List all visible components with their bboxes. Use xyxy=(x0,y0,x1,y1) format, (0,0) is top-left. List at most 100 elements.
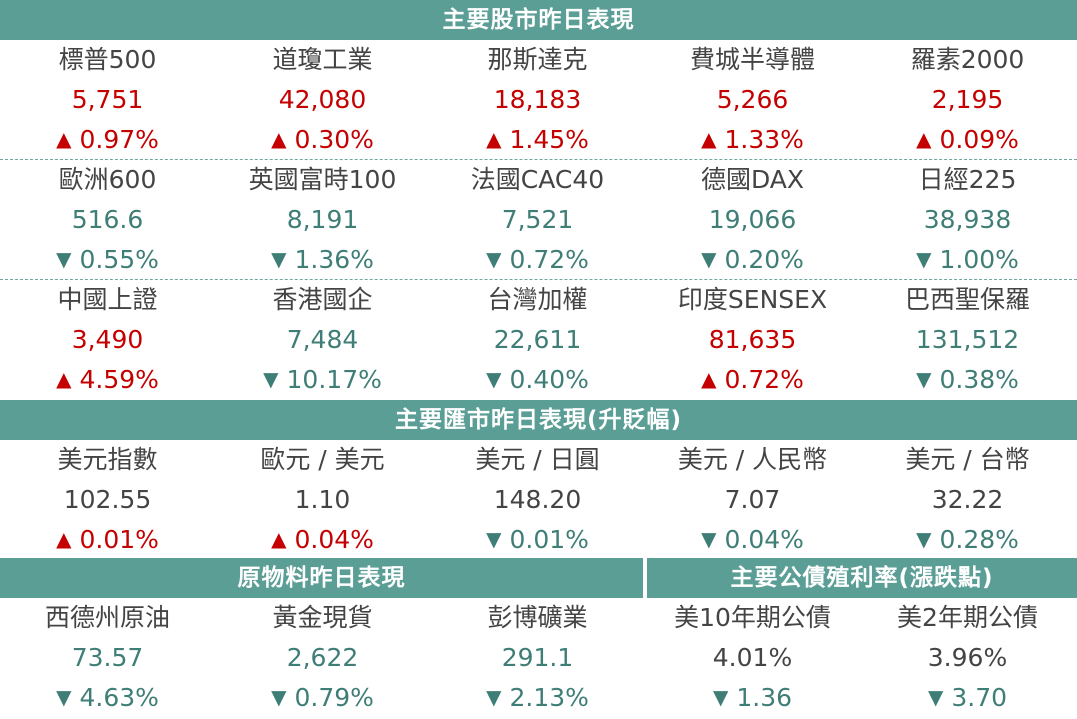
index-value: 3,490 xyxy=(71,325,144,354)
commodity-name: 黃金現貨 xyxy=(272,603,373,632)
stock-card: 中國上證 3,490 ▲ 4.59% xyxy=(0,280,215,400)
fx-row: 美元指數 102.55 ▲ 0.01% 歐元 / 美元 1.10 ▲ 0.04% 美… xyxy=(0,440,1077,560)
change-value: 0.01% xyxy=(79,525,159,554)
index-name: 英國富時100 xyxy=(248,165,397,194)
commodity-change: ▼ 2.13% xyxy=(430,678,645,718)
bond-yield: 4.01% xyxy=(712,643,793,672)
index-name: 標普500 xyxy=(58,45,157,74)
stock-card: 法國CAC40 7,521 ▼ 0.72% xyxy=(430,160,645,280)
index-value: 19,066 xyxy=(708,205,797,234)
change-value: 4.63% xyxy=(79,683,159,712)
index-name: 印度SENSEX xyxy=(677,285,828,314)
stock-card: 德國DAX 19,066 ▼ 0.20% xyxy=(645,160,860,280)
arrow-down-icon: ▼ xyxy=(486,247,502,271)
change-value: 1.33% xyxy=(724,125,804,154)
index-value: 22,611 xyxy=(493,325,582,354)
index-value: 7,484 xyxy=(286,325,359,354)
fx-name: 美元 / 日圓 xyxy=(475,445,600,474)
change-value: 2.13% xyxy=(509,683,589,712)
stock-card: 香港國企 7,484 ▼ 10.17% xyxy=(215,280,430,400)
arrow-down-icon: ▼ xyxy=(271,685,287,709)
change-value: 1.00% xyxy=(939,245,1019,274)
fx-value: 102.55 xyxy=(63,485,152,514)
index-change: ▲ 1.45% xyxy=(430,120,645,160)
arrow-down-icon: ▼ xyxy=(927,685,944,709)
fx-change: ▲ 0.01% xyxy=(0,520,215,560)
fx-card: 美元指數 102.55 ▲ 0.01% xyxy=(0,440,215,560)
stock-card: 歐洲600 516.6 ▼ 0.55% xyxy=(0,160,215,280)
index-name: 那斯達克 xyxy=(487,45,588,74)
index-change: ▼ 1.00% xyxy=(860,240,1075,280)
fx-name: 美元 / 台幣 xyxy=(905,445,1030,474)
change-value: 1.45% xyxy=(509,125,589,154)
change-value: 1.36% xyxy=(294,245,374,274)
change-value: 10.17% xyxy=(286,365,382,394)
fx-header: 主要匯市昨日表現(升貶幅) xyxy=(0,400,1077,440)
change-value: 0.40% xyxy=(509,365,589,394)
fx-card: 美元 / 日圓 148.20 ▼ 0.01% xyxy=(430,440,645,560)
index-value: 131,512 xyxy=(915,325,1020,354)
commodities-bonds-row: 西德州原油 73.57 ▼ 4.63% 黃金現貨 2,622 ▼ 0.79% 彭博礦… xyxy=(0,598,1077,718)
index-value: 5,751 xyxy=(71,85,144,114)
arrow-down-icon: ▼ xyxy=(486,527,502,551)
fx-card: 美元 / 台幣 32.22 ▼ 0.28% xyxy=(860,440,1075,560)
index-change: ▼ 0.38% xyxy=(860,360,1075,400)
arrow-down-icon: ▼ xyxy=(712,685,729,709)
bond-change: ▼ 1.36 xyxy=(645,678,860,718)
arrow-up-icon: ▲ xyxy=(916,127,932,151)
fx-name: 美元 / 人民幣 xyxy=(677,445,828,474)
index-change: ▼ 0.40% xyxy=(430,360,645,400)
index-name: 日經225 xyxy=(918,165,1017,194)
commodity-value: 2,622 xyxy=(286,643,359,672)
index-name: 道瓊工業 xyxy=(272,45,373,74)
commodity-name: 彭博礦業 xyxy=(487,603,588,632)
change-value: 0.28% xyxy=(939,525,1019,554)
stocks-row-3: 中國上證 3,490 ▲ 4.59% 香港國企 7,484 ▼ 10.17% 台灣加… xyxy=(0,280,1077,400)
index-change: ▼ 0.20% xyxy=(645,240,860,280)
fx-change: ▼ 0.01% xyxy=(430,520,645,560)
commodity-card: 黃金現貨 2,622 ▼ 0.79% xyxy=(215,598,430,718)
bond-name: 美2年期公債 xyxy=(897,603,1038,632)
commodity-value: 73.57 xyxy=(71,643,144,672)
bond-change: ▼ 3.70 xyxy=(860,678,1075,718)
index-change: ▲ 0.97% xyxy=(0,120,215,160)
bond-name: 美10年期公債 xyxy=(674,603,831,632)
index-name: 香港國企 xyxy=(272,285,373,314)
arrow-down-icon: ▼ xyxy=(263,367,279,391)
arrow-down-icon: ▼ xyxy=(486,685,502,709)
change-value: 0.30% xyxy=(294,125,374,154)
stock-card: 標普500 5,751 ▲ 0.97% xyxy=(0,40,215,160)
arrow-up-icon: ▲ xyxy=(271,127,287,151)
fx-value: 148.20 xyxy=(493,485,582,514)
fx-name: 美元指數 xyxy=(57,445,158,474)
fx-value: 32.22 xyxy=(931,485,1004,514)
index-name: 法國CAC40 xyxy=(470,165,605,194)
change-value: 0.20% xyxy=(724,245,804,274)
commodity-change: ▼ 0.79% xyxy=(215,678,430,718)
change-value: 0.79% xyxy=(294,683,374,712)
fx-change: ▲ 0.04% xyxy=(215,520,430,560)
commodity-name: 西德州原油 xyxy=(44,603,170,632)
arrow-down-icon: ▼ xyxy=(916,247,932,271)
index-name: 巴西聖保羅 xyxy=(904,285,1030,314)
stocks-row-1: 標普500 5,751 ▲ 0.97% 道瓊工業 42,080 ▲ 0.30% 那斯… xyxy=(0,40,1077,160)
fx-change: ▼ 0.04% xyxy=(645,520,860,560)
index-change: ▼ 10.17% xyxy=(215,360,430,400)
arrow-down-icon: ▼ xyxy=(701,527,717,551)
arrow-down-icon: ▼ xyxy=(271,247,287,271)
index-change: ▼ 0.72% xyxy=(430,240,645,280)
commodity-card: 彭博礦業 291.1 ▼ 2.13% xyxy=(430,598,645,718)
stock-card: 印度SENSEX 81,635 ▲ 0.72% xyxy=(645,280,860,400)
commodity-value: 291.1 xyxy=(501,643,574,672)
index-value: 2,195 xyxy=(931,85,1004,114)
stock-card: 日經225 38,938 ▼ 1.00% xyxy=(860,160,1075,280)
arrow-up-icon: ▲ xyxy=(271,527,287,551)
arrow-down-icon: ▼ xyxy=(916,527,932,551)
change-value: 3.70 xyxy=(951,683,1008,712)
stock-card: 道瓊工業 42,080 ▲ 0.30% xyxy=(215,40,430,160)
stocks-row-2: 歐洲600 516.6 ▼ 0.55% 英國富時100 8,191 ▼ 1.36% … xyxy=(0,160,1077,280)
change-value: 0.38% xyxy=(939,365,1019,394)
arrow-up-icon: ▲ xyxy=(56,127,72,151)
arrow-down-icon: ▼ xyxy=(56,685,72,709)
index-value: 5,266 xyxy=(716,85,789,114)
